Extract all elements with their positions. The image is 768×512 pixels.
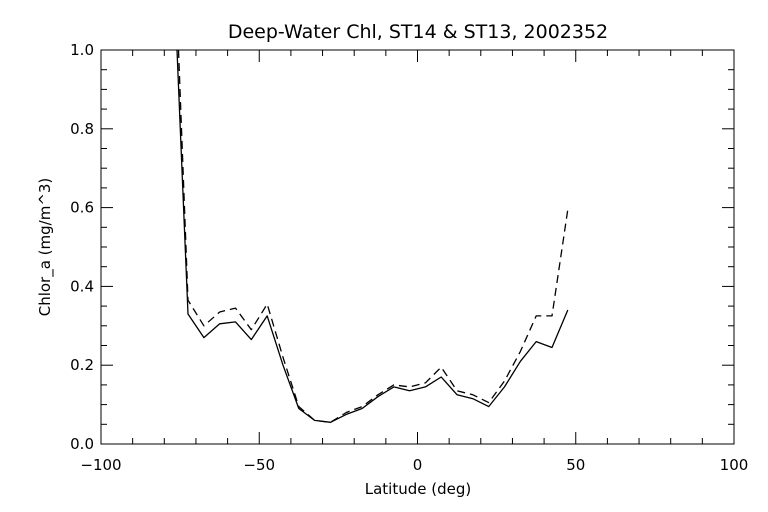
x-tick-label: −100 xyxy=(80,456,121,474)
y-tick-label: 0.0 xyxy=(70,435,94,453)
x-tick-label: 50 xyxy=(566,456,585,474)
y-axis-label: Chlor_a (mg/m^3) xyxy=(36,178,55,317)
series-layer xyxy=(176,50,569,423)
series-line-dashed xyxy=(177,50,569,423)
x-axis-label: Latitude (deg) xyxy=(365,480,471,498)
y-tick-label: 0.2 xyxy=(70,356,94,374)
x-axis-tick-labels: −100 −50 0 50 100 xyxy=(80,456,748,474)
y-tick-label: 1.0 xyxy=(70,41,94,59)
y-tick-label: 0.6 xyxy=(70,199,94,217)
series-line-solid xyxy=(176,50,569,423)
y-axis-tick-labels: 0.0 0.2 0.4 0.6 0.8 1.0 xyxy=(70,41,94,453)
x-tick-label: 100 xyxy=(720,456,749,474)
x-axis-ticks xyxy=(100,50,735,444)
y-axis-ticks xyxy=(101,49,734,445)
chart-title: Deep-Water Chl, ST14 & ST13, 2002352 xyxy=(228,21,608,43)
y-tick-label: 0.8 xyxy=(70,120,94,138)
y-tick-label: 0.4 xyxy=(70,277,94,295)
x-tick-label: −50 xyxy=(243,456,275,474)
x-tick-label: 0 xyxy=(413,456,423,474)
